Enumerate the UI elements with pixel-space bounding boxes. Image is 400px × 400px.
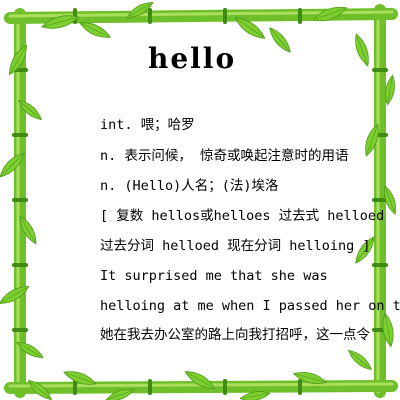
bamboo-leaf: [234, 17, 266, 39]
leaf-vein: [314, 8, 346, 20]
bamboo-leaf: [78, 22, 112, 38]
bamboo-leaf: [63, 371, 97, 385]
leaf-vein: [349, 351, 371, 369]
leaf-vein: [366, 125, 378, 155]
bamboo-node: [12, 133, 28, 137]
leaf-vein: [43, 17, 77, 27]
leaf-vein: [81, 23, 109, 37]
inflections-line-2: 过去分词 helloed 现在分词 helloing ]: [100, 238, 371, 254]
bamboo-node: [298, 8, 302, 24]
bamboo-leaf: [0, 152, 25, 178]
leaf-vein: [356, 238, 374, 262]
bamboo-leaf: [355, 33, 369, 67]
bamboo-node: [223, 379, 227, 395]
leaf-vein: [107, 390, 133, 400]
bamboo-leaf: [9, 44, 27, 76]
bamboo-node: [298, 379, 302, 395]
bamboo-leaf: [16, 342, 44, 358]
entry-content: hello int. 喂；哈罗 n. 表示问候， 惊奇或唤起注意时的用语 n. …: [100, 0, 400, 400]
leaf-vein: [385, 315, 391, 345]
bamboo-leaf: [17, 99, 43, 121]
definition-name: n. (Hello)人名；(法)埃洛: [100, 178, 279, 194]
leaf-vein: [65, 372, 95, 384]
bamboo-leaf: [385, 74, 395, 106]
bamboo-node: [148, 379, 152, 395]
bamboo-leaf: [40, 15, 80, 29]
bamboo-node: [223, 8, 227, 24]
definition-interjection: int. 喂；哈罗: [100, 117, 195, 133]
bamboo-leaf: [347, 349, 373, 371]
leaf-vein: [186, 372, 214, 388]
leaf-vein: [20, 217, 36, 243]
bamboo-leaf: [105, 389, 135, 400]
bamboo-node: [372, 198, 388, 202]
headword: hello: [148, 42, 237, 75]
leaf-vein: [295, 373, 325, 383]
definition-noun: n. 表示问候， 惊奇或唤起注意时的用语: [100, 148, 349, 164]
bamboo-leaf: [126, 2, 154, 18]
bamboo-leaf: [0, 286, 30, 304]
bamboo-node: [12, 198, 28, 202]
bamboo-leaf: [384, 185, 396, 215]
bamboo-leaf: [269, 27, 291, 53]
bamboo-node: [73, 379, 77, 395]
leaf-vein: [128, 3, 152, 17]
example-english-line-1: It surprised me that she was: [100, 268, 328, 284]
leaf-vein: [270, 29, 290, 51]
bamboo-node: [12, 263, 28, 267]
example-english-line-2: helloing at me when I passed her on the: [100, 298, 400, 314]
bamboo-leaf: [27, 379, 53, 400]
bamboo-node: [12, 328, 28, 332]
leaf-vein: [236, 18, 264, 38]
bamboo-node: [372, 68, 388, 72]
bamboo-leaf: [19, 215, 37, 245]
bamboo-leaf: [382, 312, 394, 348]
leaf-vein: [10, 46, 26, 74]
inflections-line-1: [ 复数 hellos或helloes 过去式 helloed: [100, 208, 385, 224]
bamboo-leaf: [355, 236, 375, 264]
bamboo-leaf: [292, 371, 328, 385]
leaf-vein: [18, 343, 42, 357]
leaf-vein: [1, 154, 23, 176]
bamboo-leaf: [365, 123, 379, 157]
bamboo-leaf: [312, 6, 348, 22]
leaf-vein: [19, 101, 41, 119]
leaf-vein: [0, 287, 28, 303]
bamboo-node: [148, 8, 152, 24]
leaf-vein: [242, 393, 268, 399]
leaf-vein: [385, 187, 395, 213]
bamboo-leaf: [239, 391, 271, 400]
leaf-vein: [387, 77, 393, 103]
leaf-vein: [356, 35, 368, 65]
leaf-vein: [29, 381, 51, 399]
example-chinese: 她在我去办公室的路上向我打招呼，这一点令: [100, 327, 370, 343]
bamboo-leaf: [184, 371, 216, 389]
bamboo-node: [372, 263, 388, 267]
